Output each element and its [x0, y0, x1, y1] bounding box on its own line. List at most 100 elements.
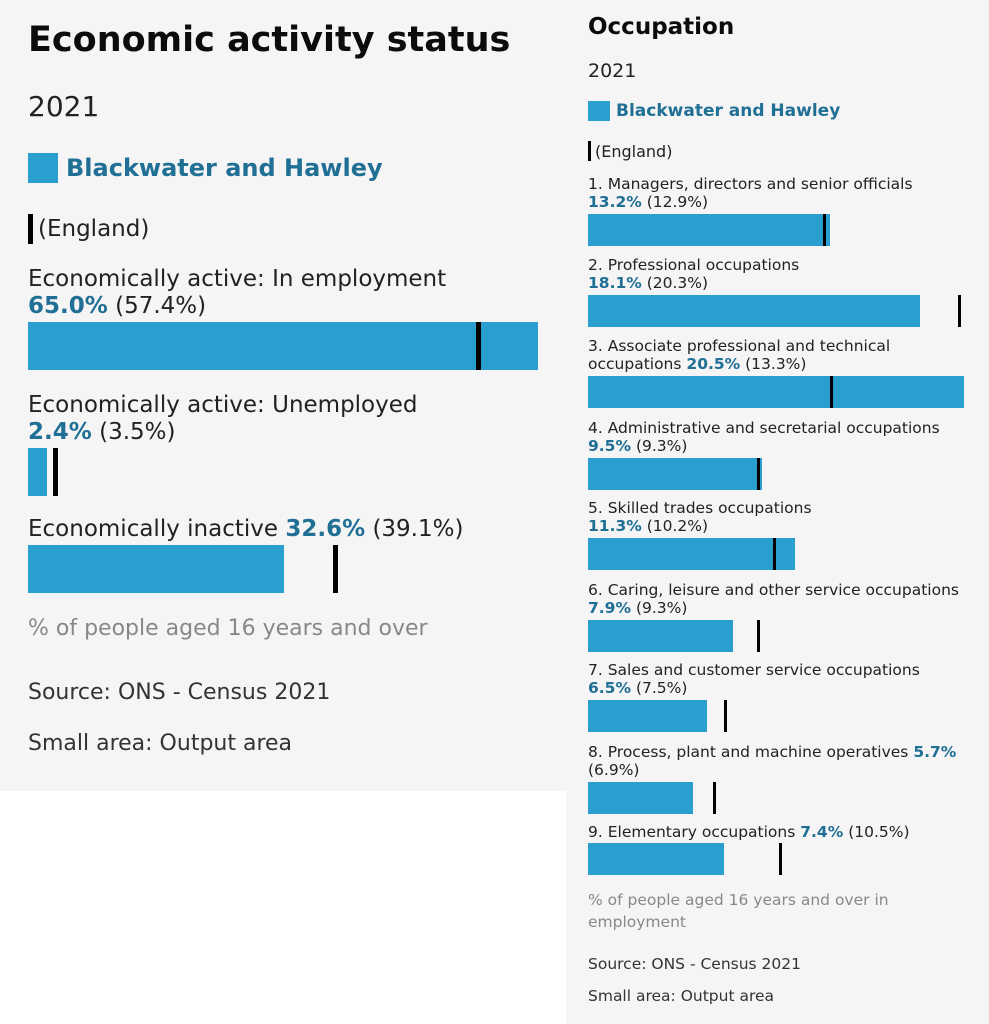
bar-track	[28, 448, 538, 497]
category-label: 8. Process, plant and machine operatives	[588, 743, 909, 761]
bar-label: Economically active: In employment 65.0% …	[28, 266, 538, 320]
bar-area-value	[28, 448, 47, 497]
comparison-label: (10.2%)	[646, 517, 709, 536]
bar-track	[588, 213, 966, 246]
bar-label: 3. Associate professional and technical …	[588, 337, 966, 374]
comparison-label: (9.3%)	[635, 437, 688, 456]
economic-activity-panel: Economic activity status 2021 Blackwater…	[0, 0, 566, 791]
bar-track	[28, 322, 538, 371]
value-label: 6.5%	[588, 679, 631, 698]
bar-area-value	[588, 619, 733, 652]
value-label: 20.5%	[686, 355, 741, 374]
value-label: 9.5%	[588, 437, 631, 456]
category-label: Economically inactive	[28, 516, 279, 542]
bar-label: 5. Skilled trades occupations 11.3% (10.2…	[588, 499, 966, 536]
comparison-label: (39.1%)	[372, 516, 464, 542]
value-label: 2.4%	[28, 419, 92, 446]
bar-area-value	[588, 843, 724, 876]
england-marker	[332, 545, 338, 594]
category-label: 4. Administrative and secretarial occupa…	[588, 419, 940, 437]
chart-year: 2021	[588, 60, 637, 82]
comparison-label: (20.3%)	[646, 274, 709, 293]
comparison-label: (6.9%)	[588, 761, 640, 780]
bar-area-value	[588, 457, 763, 490]
category-label: 2. Professional occupations	[588, 256, 800, 274]
bar-area-value	[588, 699, 708, 732]
bar-label: 4. Administrative and secretarial occupa…	[588, 419, 966, 456]
england-marker	[829, 375, 833, 408]
bar-track	[588, 537, 966, 570]
comparison-label: (10.5%)	[848, 823, 910, 841]
bar-label: Economically inactive 32.6% (39.1%)	[28, 516, 538, 543]
comparison-label: (3.5%)	[99, 419, 176, 446]
category-label: 7. Sales and customer service occupation…	[588, 661, 920, 679]
england-marker	[958, 294, 962, 327]
bar-row: Economically active: In employment 65.0% …	[28, 266, 538, 371]
value-label: 13.2%	[588, 193, 642, 212]
chart-note: % of people aged 16 years and over	[28, 616, 428, 641]
legend-area: Blackwater and Hawley	[588, 101, 840, 121]
category-label: Economically active: Unemployed	[28, 392, 418, 418]
category-label: 5. Skilled trades occupations	[588, 499, 812, 517]
occupation-panel: Occupation 2021 Blackwater and Hawley (E…	[566, 0, 989, 1024]
category-label: 3. Associate professional and technical …	[588, 337, 891, 374]
source-text: Source: ONS - Census 2021	[28, 680, 331, 705]
bar-area-value	[588, 375, 964, 408]
england-marker	[712, 781, 716, 814]
bar-row: 8. Process, plant and machine operatives…	[588, 743, 966, 814]
category-label: 1. Managers, directors and senior offici…	[588, 175, 913, 193]
comparison-label: (7.5%)	[635, 679, 688, 698]
bar-row: 5. Skilled trades occupations 11.3% (10.2…	[588, 499, 966, 570]
england-marker	[778, 843, 782, 876]
chart-note: % of people aged 16 years and over in em…	[588, 891, 889, 931]
bar-row: 6. Caring, leisure and other service occ…	[588, 581, 966, 652]
legend-area: Blackwater and Hawley	[28, 153, 383, 183]
bar-area-value	[588, 781, 693, 814]
category-label: 6. Caring, leisure and other service occ…	[588, 581, 959, 599]
bar-track	[588, 294, 966, 327]
comparison-label: (57.4%)	[115, 293, 207, 320]
bar-label: Economically active: Unemployed 2.4% (3.5…	[28, 392, 538, 446]
legend-england-label: (England)	[38, 216, 150, 242]
bar-label: 6. Caring, leisure and other service occ…	[588, 581, 966, 618]
source-text: Source: ONS - Census 2021	[588, 955, 801, 973]
legend-england: (England)	[588, 141, 672, 161]
chart-year: 2021	[28, 90, 100, 123]
bar-row: 4. Administrative and secretarial occupa…	[588, 419, 966, 490]
bar-label: 2. Professional occupations 18.1% (20.3%)	[588, 256, 966, 293]
small-area-text: Small area: Output area	[28, 731, 293, 756]
category-label: Economically active: In employment	[28, 266, 447, 292]
bar-row: Economically active: Unemployed 2.4% (3.5…	[28, 392, 538, 497]
bar-track	[588, 619, 966, 652]
england-marker	[723, 699, 727, 732]
chart-title: Economic activity status	[28, 20, 511, 60]
comparison-label: (12.9%)	[646, 193, 709, 212]
legend-area-label: Blackwater and Hawley	[66, 154, 383, 182]
england-marker	[773, 537, 777, 570]
value-label: 18.1%	[588, 274, 642, 293]
bar-row: 1. Managers, directors and senior offici…	[588, 175, 966, 246]
small-area-text: Small area: Output area	[588, 987, 775, 1005]
bar-area-value	[588, 294, 920, 327]
bar-area-value	[588, 537, 796, 570]
value-label: 32.6%	[285, 516, 366, 542]
legend-england-label: (England)	[595, 141, 673, 161]
value-label: 7.9%	[588, 599, 631, 618]
chart-title: Occupation	[588, 14, 735, 40]
legend-england: (England)	[28, 214, 149, 244]
comparison-label: (13.3%)	[745, 355, 807, 374]
bar-area-value	[588, 213, 831, 246]
value-label: 7.4%	[800, 823, 844, 841]
bar-row: 9. Elementary occupations 7.4% (10.5%)	[588, 823, 966, 876]
england-marker	[53, 448, 59, 497]
bar-track	[588, 375, 966, 408]
legend-marker-icon	[588, 141, 591, 161]
legend-marker-icon	[28, 214, 33, 244]
bar-row: 3. Associate professional and technical …	[588, 337, 966, 408]
category-label: 9. Elementary occupations	[588, 823, 796, 841]
bar-area-value	[28, 322, 538, 371]
england-marker	[822, 213, 826, 246]
bar-row: Economically inactive 32.6% (39.1%)	[28, 516, 538, 594]
bar-area-value	[28, 545, 284, 594]
bar-label: 9. Elementary occupations 7.4% (10.5%)	[588, 823, 966, 841]
